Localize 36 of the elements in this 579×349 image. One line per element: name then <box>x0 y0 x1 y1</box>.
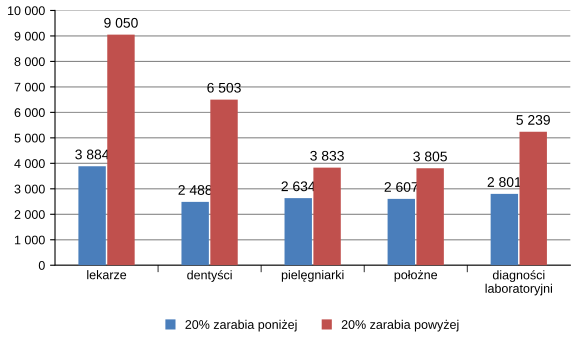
y-tick-label: 4 000 <box>14 159 45 168</box>
y-tick-label: 3 000 <box>14 184 45 194</box>
bar <box>181 202 209 266</box>
data-label: 6 503 <box>207 82 241 93</box>
data-label: 3 833 <box>310 150 344 161</box>
legend-label: 20% zarabia poniżej <box>185 320 297 332</box>
data-label: 2 801 <box>488 177 522 187</box>
data-label: 2 607 <box>384 182 418 192</box>
y-tick-label: 0 <box>38 261 45 270</box>
bar <box>210 100 238 266</box>
bar <box>520 132 547 266</box>
y-tick-label: 8 000 <box>14 57 45 66</box>
y-tick-label: 9 000 <box>14 32 45 41</box>
y-tick-label: 5 000 <box>14 134 45 143</box>
x-tick-label: położne <box>394 270 438 282</box>
bar <box>388 198 415 266</box>
bar <box>284 198 312 266</box>
data-label: 9 050 <box>104 18 138 28</box>
y-tick-label: 6 000 <box>14 108 45 118</box>
bar <box>313 168 341 266</box>
y-tick-label: 10 000 <box>8 6 45 16</box>
bar <box>416 168 444 266</box>
data-label: 3 884 <box>75 150 110 160</box>
y-tick-label: 2 000 <box>14 210 45 219</box>
bar <box>107 34 135 266</box>
legend-label: 20% zarabia powyżej <box>342 320 458 332</box>
data-label: 5 239 <box>516 115 550 125</box>
bar <box>490 194 518 266</box>
x-tick-label: dentyści <box>187 270 232 282</box>
x-tick-label: diagności laboratoryjni <box>486 270 552 296</box>
x-tick-label: pielęgniarki <box>282 270 344 282</box>
y-tick-label: 7 000 <box>14 82 45 92</box>
bar <box>78 166 106 266</box>
data-label: 3 805 <box>413 152 447 162</box>
y-tick-label: 1 000 <box>14 236 45 244</box>
x-tick-label: lekarze <box>87 270 126 280</box>
